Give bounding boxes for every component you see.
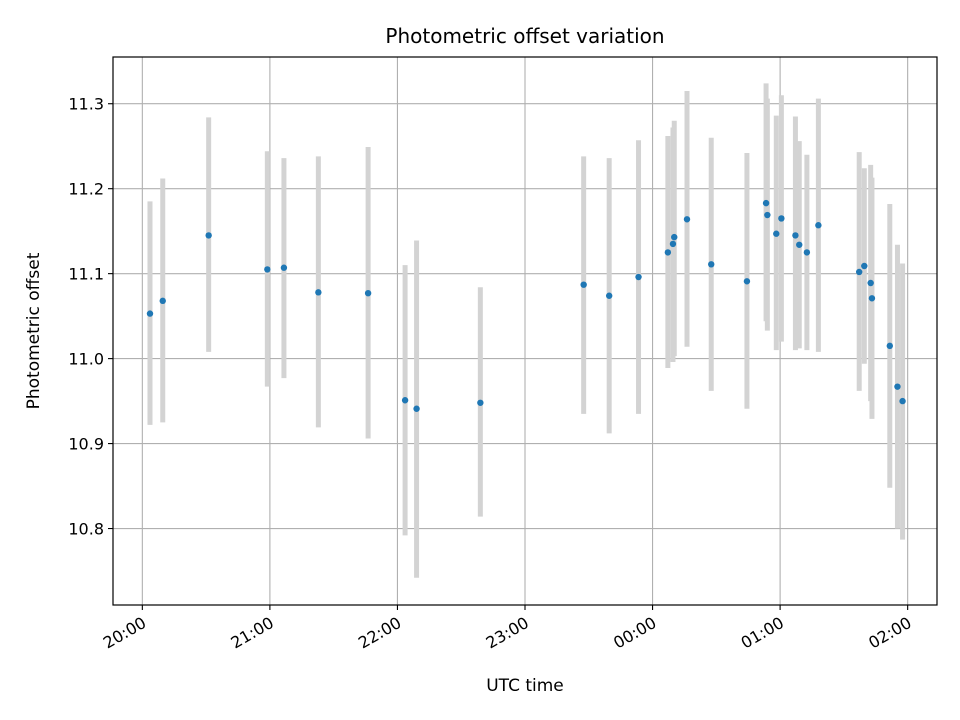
data-point-11: [605, 292, 613, 299]
data-point-25: [803, 249, 811, 256]
data-point-4: [280, 264, 288, 271]
data-point-13: [664, 249, 672, 256]
y-axis-title: Photometric offset: [24, 252, 44, 409]
data-point-2: [205, 232, 212, 239]
y-tick-label-5: 11.3: [68, 95, 104, 114]
data-point-10: [580, 281, 587, 288]
data-point-22: [778, 215, 785, 222]
data-point-14: [669, 240, 677, 248]
data-points: [146, 199, 906, 412]
data-point-27: [855, 268, 863, 276]
data-point-6: [364, 289, 372, 297]
data-point-31: [886, 342, 894, 350]
data-point-20: [764, 211, 771, 219]
data-point-19: [762, 199, 770, 207]
data-point-21: [773, 230, 780, 237]
data-point-1: [159, 297, 166, 305]
data-point-15: [671, 233, 678, 241]
data-point-9: [477, 399, 484, 406]
data-point-8: [413, 405, 420, 412]
data-point-26: [815, 222, 822, 229]
y-tick-label-1: 10.9: [68, 435, 104, 454]
data-point-3: [264, 266, 271, 273]
data-point-7: [401, 397, 409, 404]
data-point-24: [796, 241, 803, 248]
data-point-28: [861, 262, 868, 270]
y-axis-ticks: 10.8 10.9 11.0 11.1 11.2 11.3: [68, 95, 113, 539]
data-point-16: [683, 216, 691, 223]
y-tick-label-2: 11.0: [68, 350, 104, 369]
data-point-12: [635, 273, 642, 281]
data-point-23: [792, 232, 799, 239]
data-point-18: [743, 278, 751, 285]
data-point-33: [899, 397, 906, 405]
data-point-0: [146, 310, 154, 317]
y-tick-label-3: 11.1: [68, 265, 104, 284]
x-axis-title: UTC time: [486, 676, 564, 696]
data-point-30: [868, 295, 876, 302]
data-point-17: [708, 261, 715, 268]
data-point-5: [315, 289, 322, 296]
y-tick-label-4: 11.2: [68, 180, 104, 199]
y-tick-label-0: 10.8: [68, 520, 104, 539]
data-point-32: [894, 383, 901, 390]
data-point-29: [867, 279, 874, 287]
chart-title: Photometric offset variation: [385, 24, 664, 48]
